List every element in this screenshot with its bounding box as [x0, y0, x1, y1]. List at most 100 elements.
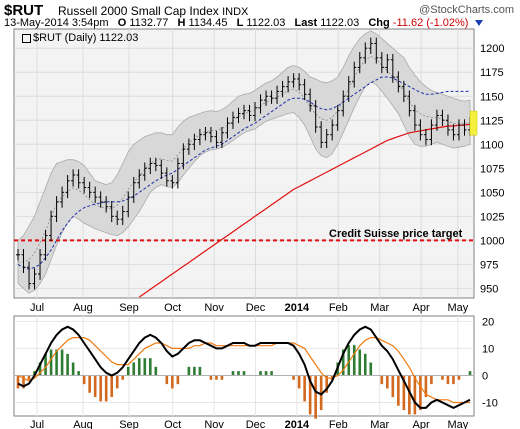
- quote-date: 13-May-2014 3:54pm: [4, 17, 109, 29]
- last-label: Last: [294, 17, 318, 29]
- x-tick-label: Nov: [204, 302, 224, 314]
- open-label: O: [117, 17, 127, 29]
- histogram-bar: [237, 371, 240, 376]
- y-tick-label: 1050: [480, 187, 504, 199]
- histogram-bar: [165, 375, 169, 385]
- histogram-bar: [446, 375, 450, 385]
- histogram-bar: [126, 366, 130, 376]
- histogram-bar: [391, 375, 395, 398]
- chart-title: Russell 2000 Small Cap Index INDX: [58, 4, 248, 18]
- y-tick-label: 1125: [480, 115, 504, 127]
- price-bars: [16, 37, 472, 290]
- histogram-bar: [99, 375, 102, 402]
- index-name: Russell 2000 Small Cap Index: [58, 4, 219, 18]
- quote-line: 13-May-2014 3:54pm O 1132.77 H 1134.45 L…: [4, 17, 484, 29]
- histogram-bar: [148, 358, 152, 376]
- histogram-bar: [121, 375, 125, 380]
- histogram-bar: [82, 375, 86, 385]
- x-tick-label: Oct: [164, 419, 181, 429]
- macd-histogram: [16, 345, 472, 419]
- x-tick-label: Apr: [413, 302, 430, 314]
- x-tick-label: Oct: [164, 302, 181, 314]
- watermark: @StockCharts.com: [419, 4, 514, 16]
- x-tick-label: Aug: [73, 302, 93, 314]
- histogram-bar: [66, 353, 69, 376]
- x-tick-label: Aug: [73, 419, 93, 429]
- histogram-bar: [402, 375, 406, 411]
- high-label: H: [177, 17, 186, 29]
- histogram-bar: [386, 375, 389, 389]
- histogram-bar: [303, 375, 306, 402]
- histogram-bar: [49, 349, 53, 376]
- macd-line: [17, 325, 471, 410]
- histogram-bar: [270, 371, 273, 376]
- x-tick-label: Jul: [30, 419, 44, 429]
- y-tick-label: 1100: [480, 139, 504, 151]
- high-value: 1134.45: [188, 17, 228, 29]
- histogram-bar: [154, 366, 158, 376]
- histogram-bar: [132, 362, 136, 376]
- histogram-bar: [143, 358, 147, 376]
- chart-header: $RUT Russell 2000 Small Cap Index INDX @…: [0, 0, 520, 30]
- target-annotation: Credit Suisse price target: [329, 228, 463, 240]
- moving-average-blue: [17, 76, 470, 270]
- histogram-bar: [441, 375, 444, 380]
- x-tick-label: May: [448, 302, 469, 314]
- y-tick-label: 1150: [480, 91, 504, 103]
- histogram-bar: [457, 375, 461, 380]
- histogram-bar: [468, 371, 472, 376]
- y-tick-label: 1075: [480, 163, 504, 175]
- last-value: 1122.03: [320, 17, 360, 29]
- dropdown-triangle-icon[interactable]: [475, 20, 484, 27]
- histogram-bar: [171, 375, 174, 389]
- x-tick-label: Mar: [370, 302, 389, 314]
- histogram-bar: [424, 375, 428, 398]
- histogram-bar: [104, 375, 108, 402]
- histogram-bar: [193, 366, 196, 376]
- y-tick-label: 20: [482, 316, 494, 328]
- legend-text: $RUT (Daily) 1122.03: [33, 32, 139, 44]
- histogram-bar: [319, 375, 323, 411]
- histogram-bar: [231, 371, 235, 376]
- y-tick-label: 1200: [480, 43, 504, 55]
- histogram-bar: [369, 362, 373, 376]
- histogram-bar: [55, 349, 58, 376]
- x-tick-label: 2014: [285, 302, 310, 314]
- histogram-bar: [292, 375, 295, 380]
- x-tick-label: Feb: [329, 302, 348, 314]
- histogram-bar: [44, 353, 47, 376]
- histogram-bar: [71, 362, 75, 376]
- x-tick-label: Mar: [370, 419, 389, 429]
- histogram-bar: [419, 375, 422, 411]
- histogram-bar: [314, 375, 317, 419]
- y-tick-label: 0: [482, 370, 488, 382]
- histogram-bar: [38, 362, 42, 376]
- y-tick-label: 10: [482, 343, 494, 355]
- x-tick-label: Sep: [119, 419, 139, 429]
- x-tick-label: Dec: [246, 419, 266, 429]
- x-tick-label: 2014: [285, 419, 310, 429]
- histogram-bar: [430, 375, 433, 385]
- x-tick-label: Nov: [204, 419, 224, 429]
- y-tick-label: 975: [480, 259, 498, 271]
- y-tick-label: 1025: [480, 211, 504, 223]
- histogram-bar: [60, 349, 64, 376]
- histogram-bar: [110, 375, 114, 398]
- x-tick-label: Dec: [246, 302, 266, 314]
- histogram-bar: [220, 375, 224, 380]
- histogram-bar: [397, 375, 400, 406]
- histogram-bar: [93, 375, 97, 398]
- price-legend: $RUT (Daily) 1122.03: [22, 32, 138, 44]
- histogram-bar: [352, 345, 356, 376]
- histogram-bar: [209, 375, 213, 380]
- x-tick-label: Jul: [30, 302, 44, 314]
- signal-line: [17, 337, 470, 404]
- histogram-bar: [137, 358, 141, 376]
- exchange: INDX: [222, 6, 249, 18]
- histogram-bar: [88, 375, 91, 393]
- histogram-bar: [380, 375, 384, 385]
- low-value: 1122.03: [246, 17, 286, 29]
- histogram-bar: [259, 371, 262, 376]
- chg-value: -11.62 (-1.02%): [392, 17, 469, 29]
- histogram-bar: [341, 349, 345, 376]
